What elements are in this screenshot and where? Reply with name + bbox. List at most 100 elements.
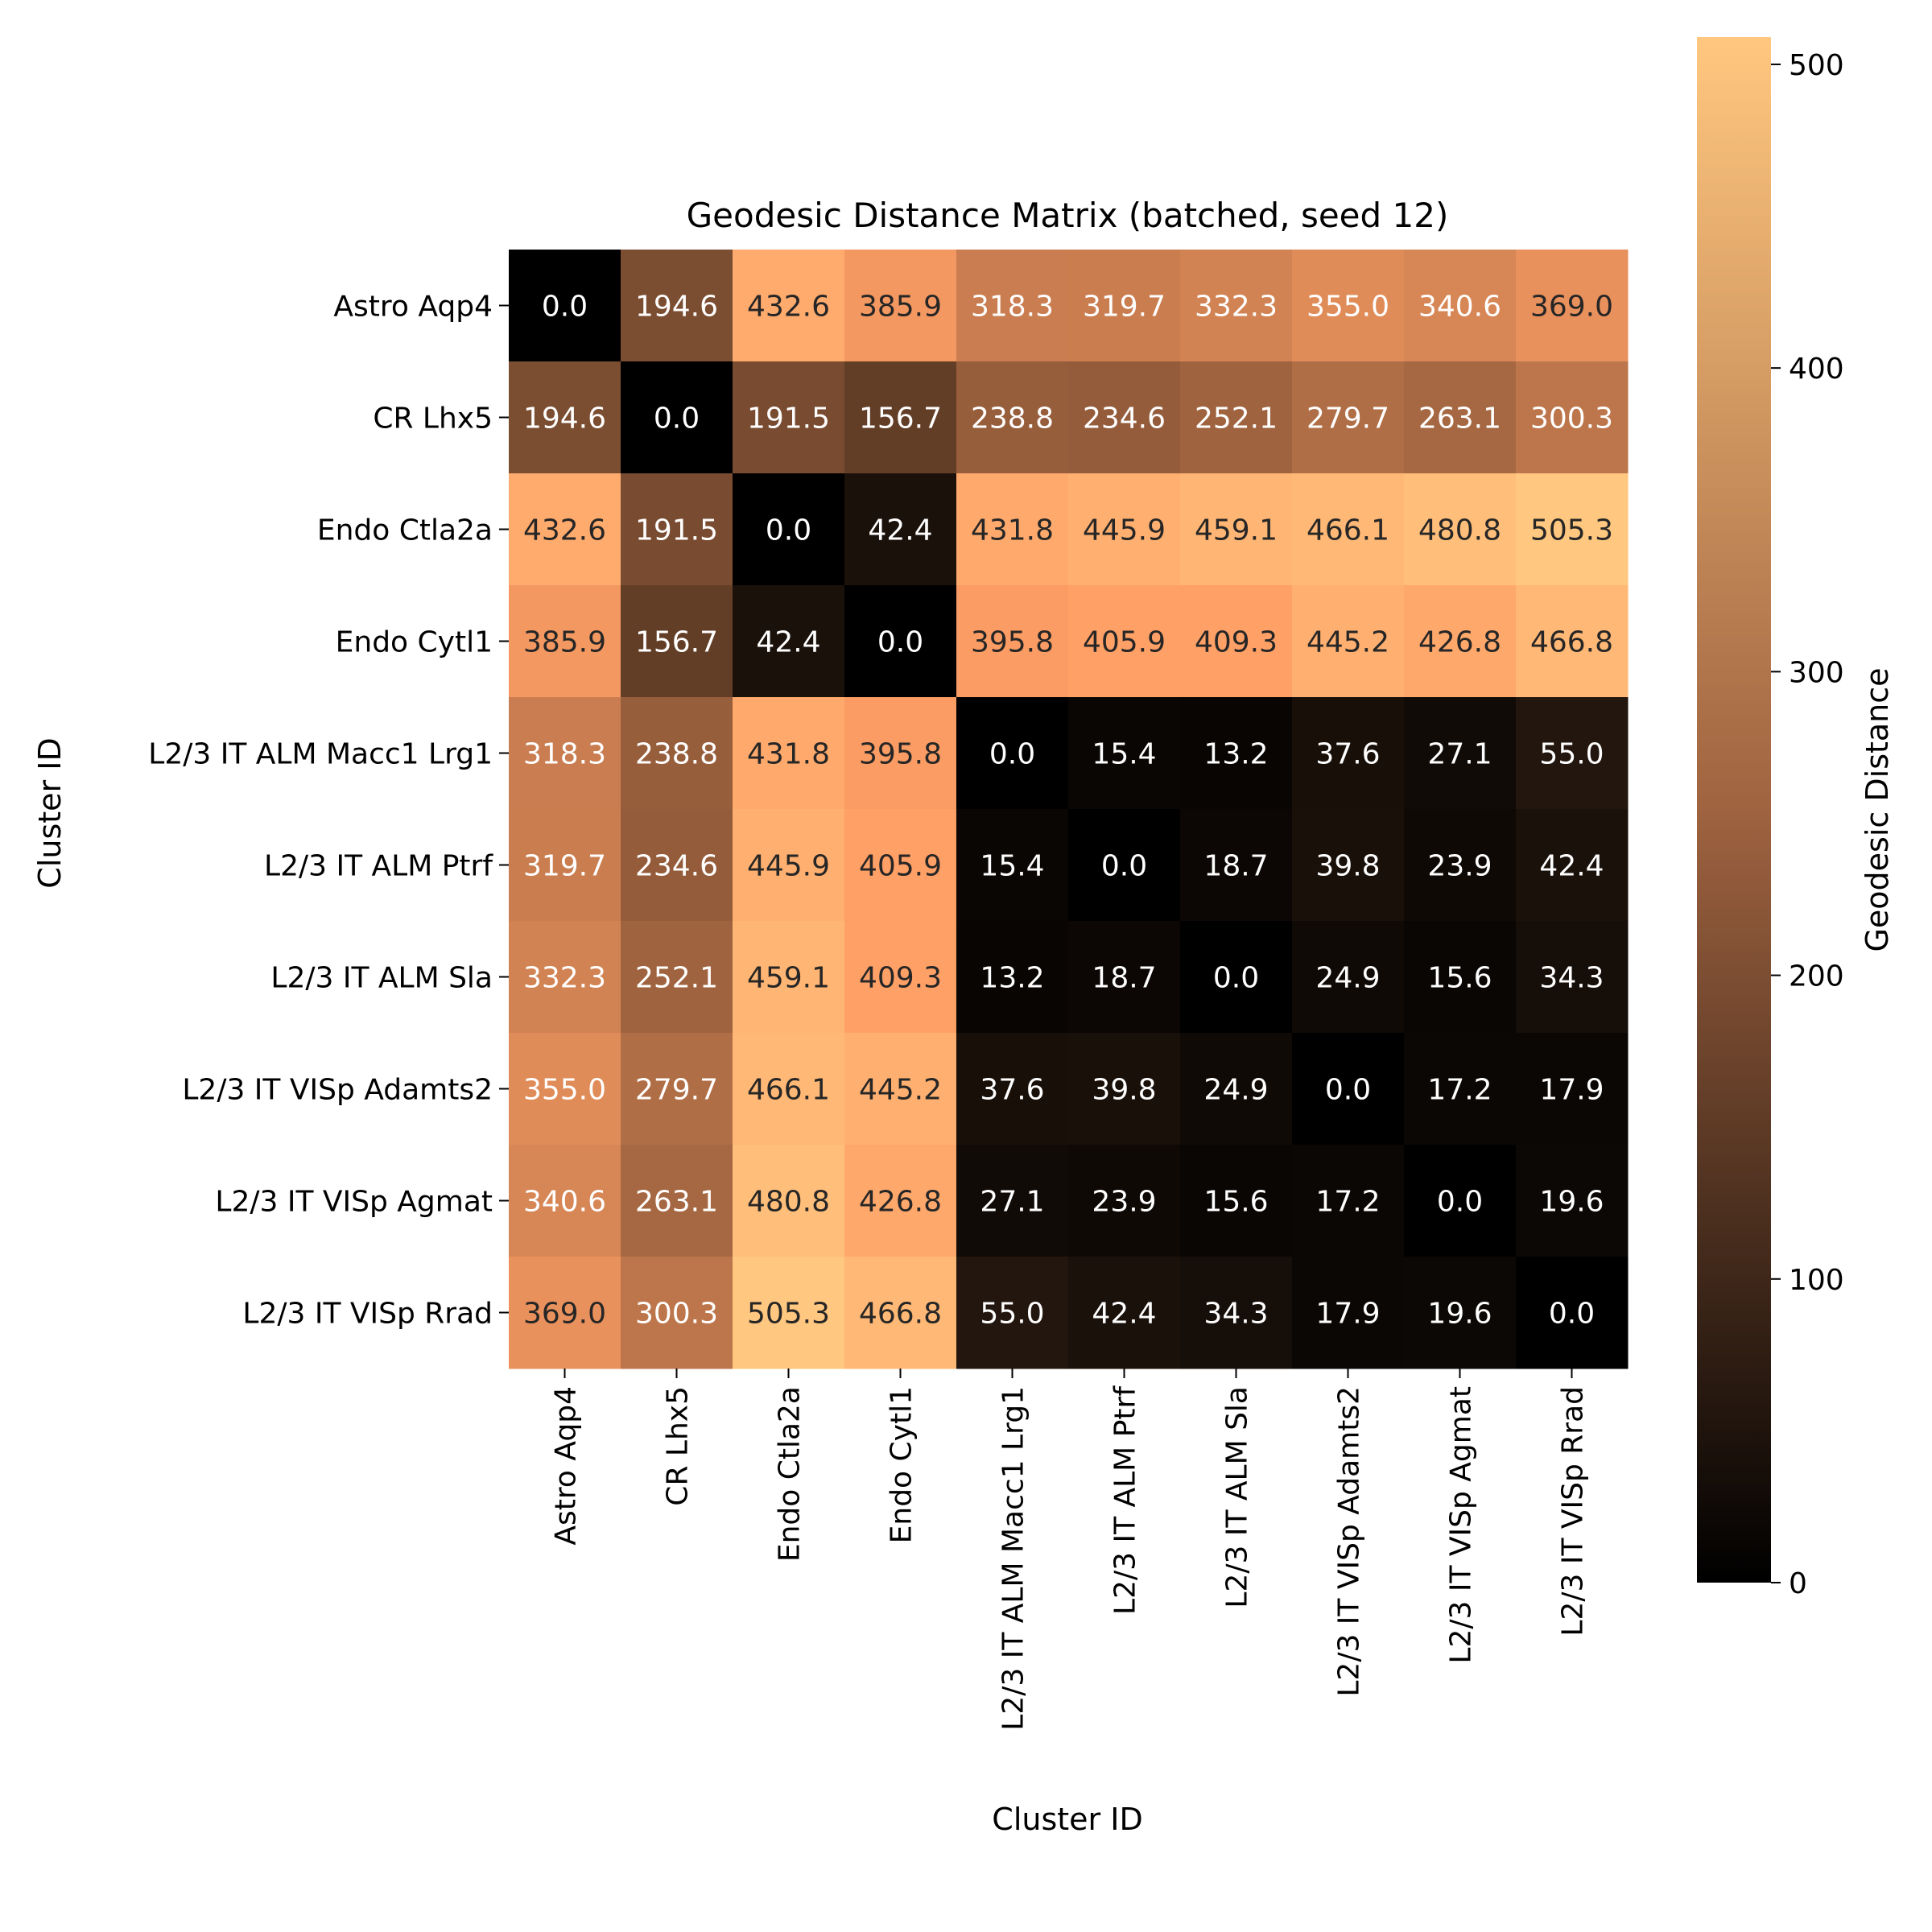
- cell-value-label: 0.0: [1325, 1074, 1371, 1107]
- heatmap-cell: [1180, 250, 1293, 362]
- heatmap-cell: [733, 473, 845, 586]
- heatmap-cell: [1516, 361, 1629, 474]
- cell-value-label: 0.0: [1213, 962, 1259, 995]
- cell-value-label: 24.9: [1315, 962, 1380, 995]
- heatmap-cell: [509, 921, 621, 1034]
- cell-value-label: 385.9: [859, 291, 942, 324]
- cell-value-label: 27.1: [1427, 738, 1492, 771]
- cell-value-label: 42.4: [1092, 1298, 1156, 1331]
- heatmap-cell: [956, 697, 1069, 810]
- heatmap-cell: [1404, 1145, 1517, 1257]
- heatmap-cell: [733, 1145, 845, 1257]
- cell-value-label: 466.1: [1307, 514, 1389, 547]
- cell-value-label: 156.7: [859, 402, 942, 436]
- cell-value-label: 19.6: [1427, 1298, 1492, 1331]
- heatmap-cell: [509, 1145, 621, 1257]
- colorbar: [1697, 37, 1771, 1583]
- heatmap-cell: [1180, 585, 1293, 698]
- y-tick-label: L2/3 IT ALM Macc1 Lrg1: [148, 738, 493, 771]
- heatmap-cell: [1068, 361, 1181, 474]
- heatmap-cell: [956, 809, 1069, 922]
- heatmap-cell: [733, 697, 845, 810]
- y-tick-label: L2/3 IT VISp Adamts2: [182, 1074, 493, 1107]
- heatmap-cell: [956, 1145, 1069, 1257]
- heatmap-cell: [1404, 250, 1517, 362]
- cell-value-label: 340.6: [1418, 291, 1501, 324]
- cell-value-label: 191.5: [747, 402, 830, 436]
- heatmap-cell: [509, 1257, 621, 1369]
- heatmap-cell: [733, 809, 845, 922]
- heatmap-cell: [844, 1145, 957, 1257]
- heatmap-cell: [1068, 697, 1181, 810]
- heatmap-cell: [1404, 585, 1517, 698]
- cell-value-label: 18.7: [1203, 850, 1268, 883]
- heatmap-cell: [1404, 1033, 1517, 1146]
- heatmap-cell: [1180, 473, 1293, 586]
- cell-value-label: 318.3: [971, 291, 1054, 324]
- cell-value-label: 17.9: [1315, 1298, 1380, 1331]
- cell-value-label: 385.9: [523, 626, 606, 659]
- x-tick-label: Endo Cytl1: [886, 1386, 919, 1543]
- cell-value-label: 431.8: [971, 514, 1054, 547]
- heatmap-cell: [733, 1257, 845, 1369]
- x-axis: Astro Aqp4 CR Lhx5 Endo Ctla2a Endo Cytl1 L2…: [550, 1368, 1590, 1731]
- cell-value-label: 23.9: [1092, 1186, 1156, 1219]
- heatmap-cell: [956, 473, 1069, 586]
- cell-value-label: 466.8: [1530, 626, 1613, 659]
- heatmap-cell: [1292, 585, 1405, 698]
- chart-title: Geodesic Distance Matrix (batched, seed …: [687, 196, 1449, 235]
- x-tick-label: L2/3 IT ALM Sla: [1221, 1386, 1254, 1608]
- colorbar-tick-label: 200: [1789, 960, 1844, 993]
- cell-value-label: 480.8: [747, 1186, 830, 1219]
- cell-value-label: 395.8: [971, 626, 1054, 659]
- cell-value-label: 459.1: [1195, 514, 1278, 547]
- heatmap-cell: [621, 585, 733, 698]
- cell-value-label: 431.8: [747, 738, 830, 771]
- heatmap-cell: [621, 1257, 733, 1369]
- cell-value-label: 15.4: [1092, 738, 1156, 771]
- heatmap-cell: [844, 250, 957, 362]
- cell-value-label: 319.7: [523, 850, 606, 883]
- cell-value-label: 37.6: [1315, 738, 1380, 771]
- heatmap-cell: [1516, 1033, 1629, 1146]
- heatmap-cell: [1292, 473, 1405, 586]
- heatmap-cell: [844, 585, 957, 698]
- cell-value-label: 0.0: [877, 626, 923, 659]
- heatmap-cell: [1292, 921, 1405, 1034]
- colorbar-tick-label: 400: [1789, 353, 1844, 386]
- cell-value-label: 194.6: [523, 402, 606, 436]
- heatmap-cell: [1292, 1033, 1405, 1146]
- cell-value-label: 234.6: [1083, 402, 1166, 436]
- cell-value-label: 263.1: [635, 1186, 718, 1219]
- cell-value-label: 279.7: [635, 1074, 718, 1107]
- x-tick-label: L2/3 IT VISp Agmat: [1445, 1386, 1478, 1664]
- heatmap-cell: [509, 697, 621, 810]
- heatmap-cell: [956, 1033, 1069, 1146]
- cell-value-label: 445.9: [1083, 514, 1166, 547]
- heatmap-cell: [844, 361, 957, 474]
- heatmap-cell: [621, 1033, 733, 1146]
- cell-value-label: 466.1: [747, 1074, 830, 1107]
- heatmap-cell: [844, 697, 957, 810]
- heatmap-cell: [1404, 361, 1517, 474]
- heatmap-cell: [1180, 697, 1293, 810]
- cell-value-label: 17.2: [1315, 1186, 1380, 1219]
- heatmap-cell: [1180, 1033, 1293, 1146]
- heatmap-cell: [1404, 1257, 1517, 1369]
- heatmap-cell: [1180, 1257, 1293, 1369]
- cell-value-label: 300.3: [635, 1298, 718, 1331]
- cell-value-label: 0.0: [542, 291, 588, 324]
- cell-value-label: 318.3: [523, 738, 606, 771]
- y-axis-label: Cluster ID: [32, 737, 68, 888]
- cell-value-label: 13.2: [980, 962, 1044, 995]
- cell-value-label: 279.7: [1307, 402, 1389, 436]
- cell-value-label: 466.8: [859, 1298, 942, 1331]
- heatmap-cell: [1516, 250, 1629, 362]
- cell-value-label: 369.0: [1530, 291, 1613, 324]
- cell-value-label: 13.2: [1203, 738, 1268, 771]
- cell-value-label: 426.8: [1418, 626, 1501, 659]
- cell-value-label: 17.2: [1427, 1074, 1492, 1107]
- cell-value-label: 24.9: [1203, 1074, 1268, 1107]
- cell-value-label: 0.0: [766, 514, 811, 547]
- heatmap-cell: [844, 1033, 957, 1146]
